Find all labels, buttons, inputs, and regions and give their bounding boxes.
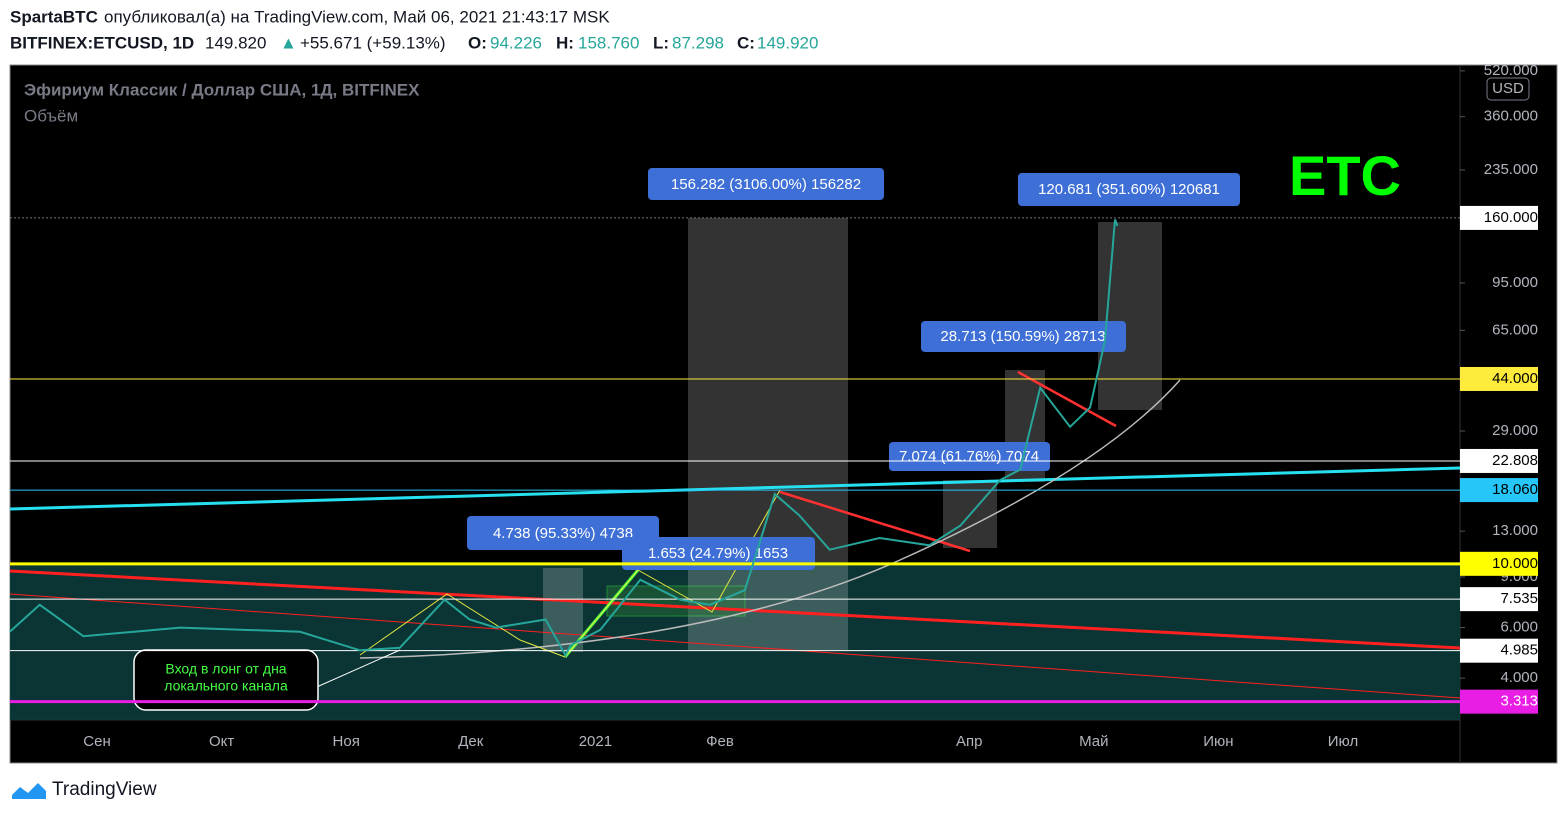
x-tick-label: Дек [458, 733, 484, 750]
level-badge [1460, 448, 1538, 473]
level-label: 4.985 [1500, 642, 1538, 659]
l-label: L: [653, 33, 669, 52]
x-tick-label: Окт [209, 733, 234, 750]
trend-line [9, 569, 1461, 650]
trend-line [9, 466, 1461, 511]
level-badge [1460, 205, 1538, 230]
x-tick-label: Сен [83, 733, 110, 750]
price-line [9, 219, 1119, 658]
y-tick-label: 4.000 [1500, 669, 1538, 686]
arrow: ▲ [280, 33, 297, 52]
measure-text: 28.713 (150.59%) 28713 [940, 328, 1105, 345]
level-badge [1460, 366, 1538, 391]
h-label: H: [556, 33, 574, 52]
logo [12, 783, 46, 799]
level-label: 3.313 [1500, 693, 1538, 710]
trend-line [1017, 370, 1117, 428]
measure-text: 1.653 (24.79%) 1653 [648, 545, 788, 562]
measure-label [1018, 173, 1240, 206]
measure-text: 4.738 (95.33%) 4738 [493, 525, 633, 542]
range-box [688, 218, 848, 650]
x-tick-label: Май [1079, 733, 1108, 750]
level-label: 10.000 [1492, 555, 1538, 572]
level-badge [1460, 587, 1538, 612]
l: 87.298 [672, 33, 724, 52]
x-tick-label: Фев [706, 733, 734, 750]
measure-label [467, 516, 659, 550]
level-badge [1460, 689, 1538, 714]
x-tick-label: Июл [1328, 733, 1358, 750]
note-text: Вход в лонг от дна [165, 661, 286, 677]
y-tick-label: 235.000 [1484, 161, 1538, 178]
level-badge [1460, 551, 1538, 576]
level-label: 7.535 [1500, 590, 1538, 607]
publisher: SpartaBTC [10, 7, 98, 26]
measure-label [622, 537, 815, 570]
level-label: 160.000 [1484, 209, 1538, 226]
note-box [133, 649, 319, 711]
range-box [543, 568, 583, 652]
published: опубликовал(а) на TradingView.com, Май 0… [104, 7, 610, 26]
measure-label [648, 168, 884, 200]
y-tick-label: 520.000 [1484, 62, 1538, 79]
watermark: ETC [1289, 144, 1401, 207]
zigzag [359, 489, 781, 658]
y-tick-label: 360.000 [1484, 108, 1538, 125]
y-tick-label: 13.000 [1492, 522, 1538, 539]
symbol: BITFINEX:ETCUSD, 1D [10, 33, 194, 52]
note-pointer [309, 649, 401, 691]
c-label: C: [737, 33, 755, 52]
legend-title: Эфириум Классик / Доллар США, 1Д, BITFIN… [24, 80, 420, 99]
last: 149.820 [205, 33, 266, 52]
measure-text: 156.282 (3106.00%) 156282 [671, 176, 861, 193]
trend-line [779, 490, 971, 553]
y-tick-label: 29.000 [1492, 422, 1538, 439]
measure-label [921, 321, 1126, 352]
c: 149.920 [757, 33, 818, 52]
level-label: 22.808 [1492, 452, 1538, 469]
y-tick-label: 65.000 [1492, 321, 1538, 338]
o: 94.226 [490, 33, 542, 52]
measure-text: 120.681 (351.60%) 120681 [1038, 181, 1220, 198]
y-tick-label: 95.000 [1492, 274, 1538, 291]
measure-label [889, 442, 1050, 471]
level-label: 44.000 [1492, 370, 1538, 387]
footer: TradingView [52, 779, 157, 800]
h: 158.760 [578, 33, 639, 52]
currency: USD [1492, 80, 1524, 97]
note-text: локального канала [164, 678, 288, 694]
curve [359, 379, 1181, 659]
x-tick-label: Апр [956, 733, 982, 750]
legend-volume: Объём [24, 106, 78, 125]
x-tick-label: Июн [1203, 733, 1233, 750]
x-tick-label: 2021 [579, 733, 612, 750]
change: +55.671 (+59.13%) [300, 33, 446, 52]
x-tick-label: Ноя [333, 733, 360, 750]
currency-box [1486, 77, 1530, 101]
measure-text: 7.074 (61.76%) 7074 [899, 448, 1039, 465]
level-badge [1460, 478, 1538, 503]
level-label: 18.060 [1492, 481, 1538, 498]
y-tick-label: 6.000 [1500, 619, 1538, 636]
trend-line [9, 593, 1461, 699]
o-label: O: [468, 33, 487, 52]
level-badge [1460, 638, 1538, 663]
